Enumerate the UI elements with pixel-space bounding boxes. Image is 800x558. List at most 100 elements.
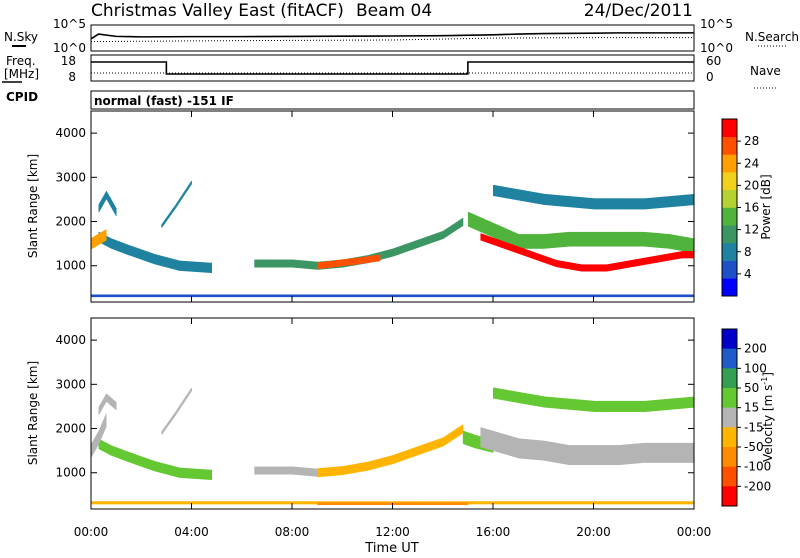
cell xyxy=(335,260,337,267)
cell xyxy=(585,197,588,209)
cell xyxy=(599,264,602,272)
cell xyxy=(294,259,296,268)
cell xyxy=(341,466,343,476)
cell xyxy=(624,261,627,269)
cell xyxy=(535,252,538,261)
cell xyxy=(494,431,497,452)
cell xyxy=(178,467,181,478)
velocity-colorbar-swatch xyxy=(722,486,737,507)
cell xyxy=(351,258,353,266)
cell xyxy=(550,441,553,462)
cell xyxy=(270,259,272,268)
cell xyxy=(652,197,655,209)
cell xyxy=(513,391,517,403)
cell xyxy=(188,391,190,395)
cell xyxy=(624,400,628,412)
cell xyxy=(561,443,563,464)
cell xyxy=(542,234,544,249)
cell xyxy=(350,258,352,266)
power-ytick-label: 2000 xyxy=(55,215,86,229)
cell xyxy=(595,264,598,272)
cell xyxy=(534,234,537,249)
cell xyxy=(266,259,269,268)
cell xyxy=(293,466,295,475)
cell xyxy=(603,198,607,210)
cell xyxy=(588,264,590,272)
cell xyxy=(651,442,653,463)
cell xyxy=(644,442,647,463)
cell xyxy=(103,441,105,452)
cell xyxy=(644,257,647,265)
cell xyxy=(541,440,543,461)
cell xyxy=(362,256,364,264)
cell xyxy=(562,195,565,207)
cell xyxy=(643,198,647,210)
cell xyxy=(587,445,589,466)
cell xyxy=(188,184,190,188)
cell xyxy=(642,257,645,266)
cell xyxy=(507,390,511,402)
cell xyxy=(175,204,177,208)
cell xyxy=(332,466,335,476)
cell xyxy=(631,400,634,412)
cell xyxy=(505,434,508,455)
cell xyxy=(181,194,184,198)
cell xyxy=(456,221,459,230)
cell xyxy=(567,262,569,270)
cell xyxy=(281,259,283,268)
cell xyxy=(178,199,180,204)
cell xyxy=(506,242,509,250)
cell xyxy=(602,445,605,466)
cell xyxy=(673,398,676,410)
cell xyxy=(174,412,176,416)
cell xyxy=(510,436,513,457)
cell xyxy=(623,231,626,247)
cell xyxy=(344,259,346,266)
cell xyxy=(195,468,198,479)
cell xyxy=(667,253,670,261)
cell xyxy=(590,445,592,466)
cell xyxy=(615,445,617,466)
cell xyxy=(295,259,297,268)
cell xyxy=(560,260,562,268)
cell xyxy=(579,231,582,247)
cell xyxy=(675,442,677,463)
cell xyxy=(493,223,495,238)
cell xyxy=(570,262,572,270)
cell xyxy=(323,467,325,477)
cell xyxy=(557,397,561,409)
cell xyxy=(518,234,520,249)
cell xyxy=(196,468,199,480)
cell xyxy=(309,468,312,477)
cell xyxy=(353,464,356,473)
cell xyxy=(184,261,187,272)
cell xyxy=(589,445,591,466)
cell xyxy=(524,439,526,459)
cell xyxy=(371,255,374,263)
cell xyxy=(655,232,657,248)
cell xyxy=(462,430,464,445)
power-colorbar-swatch xyxy=(722,154,737,173)
cell xyxy=(670,252,673,261)
cell xyxy=(298,260,300,269)
cell xyxy=(679,397,682,409)
cell xyxy=(631,231,633,247)
cell xyxy=(692,251,694,259)
cell xyxy=(688,442,691,463)
cell xyxy=(174,259,177,270)
cell xyxy=(113,446,115,457)
cell xyxy=(173,466,176,477)
cell xyxy=(597,445,600,466)
cell xyxy=(645,232,648,247)
cell xyxy=(159,255,161,266)
cell xyxy=(400,245,403,254)
cell xyxy=(169,213,171,217)
cell xyxy=(315,468,317,477)
cell xyxy=(655,255,657,263)
cell xyxy=(511,188,515,200)
cell xyxy=(597,198,601,210)
power-colorbar-tick-label: 16 xyxy=(744,201,759,215)
cell xyxy=(565,261,567,269)
cell xyxy=(241,501,268,505)
